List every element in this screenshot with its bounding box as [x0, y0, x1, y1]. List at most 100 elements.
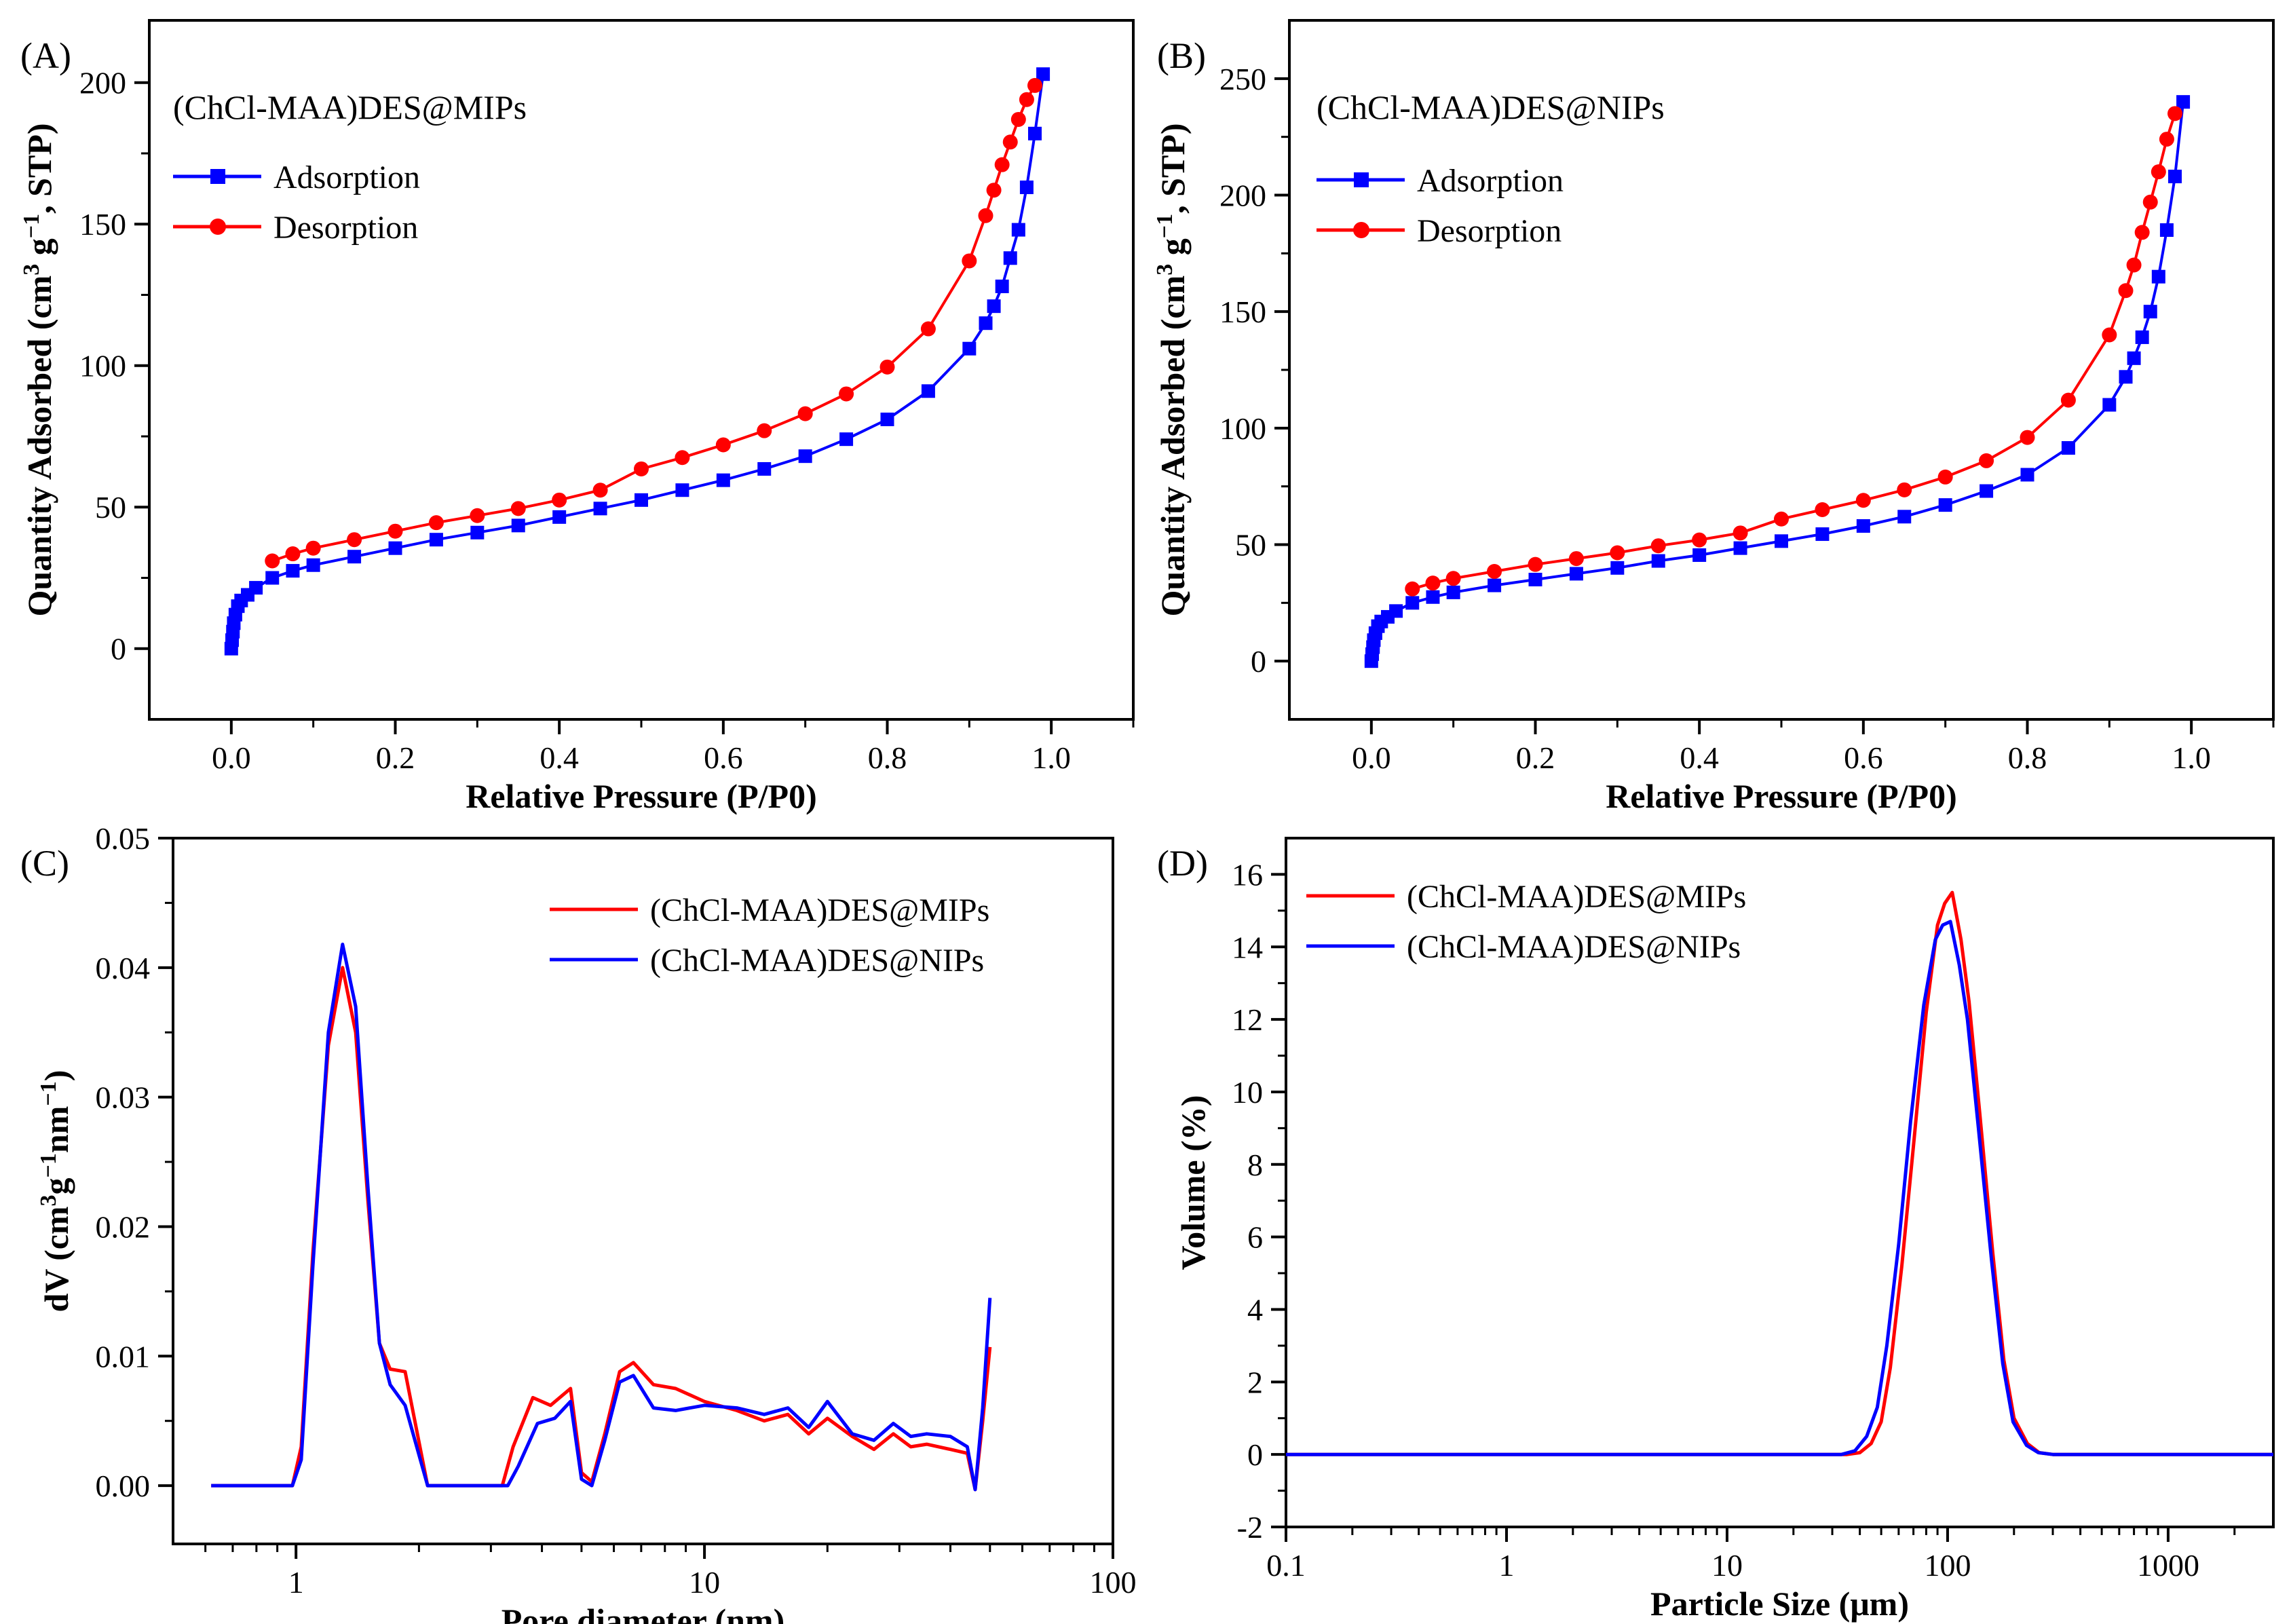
data-point: [347, 550, 362, 564]
data-point: [1815, 527, 1830, 542]
data-point: [962, 341, 977, 356]
x-tick-label: 0.2: [1516, 740, 1555, 775]
data-point: [1774, 511, 1789, 527]
data-point: [995, 279, 1009, 293]
data-point: [839, 432, 854, 447]
data-point: [1389, 604, 1403, 618]
data-point: [921, 384, 935, 398]
data-point: [2135, 330, 2149, 344]
y-axis-title-part: g: [20, 238, 58, 264]
x-tick-label: 0.0: [1352, 740, 1391, 775]
y-tick-label: 150: [1219, 295, 1266, 329]
data-point: [1610, 545, 1625, 561]
legend-label: (ChCl-MAA)DES@NIPs: [1407, 929, 1741, 965]
y-tick-label: 6: [1247, 1220, 1263, 1255]
data-point: [1010, 111, 1026, 127]
y-tick-label: 2: [1247, 1365, 1263, 1399]
data-point: [675, 483, 689, 497]
plot-frame: [1285, 837, 2275, 1528]
data-point: [305, 540, 321, 556]
series-line: [1286, 920, 2273, 1456]
data-point: [1979, 453, 1994, 468]
legend-label: Adsorption: [273, 159, 420, 195]
data-point: [1815, 502, 1830, 517]
data-point: [757, 423, 772, 438]
data-point: [1733, 541, 1747, 555]
data-point: [1027, 77, 1042, 93]
legend-label: Desorption: [273, 210, 418, 246]
x-tick-label: 1: [1498, 1548, 1514, 1583]
legend-label: (ChCl-MAA)DES@MIPs: [1407, 879, 1746, 915]
data-point: [1426, 590, 1440, 604]
data-point: [1897, 510, 1912, 524]
data-point: [1775, 534, 1788, 548]
data-point: [1692, 548, 1707, 562]
data-point: [920, 321, 936, 337]
data-point: [716, 473, 730, 487]
y-tick-label: 0: [1247, 1437, 1263, 1472]
data-point: [1938, 498, 1952, 512]
x-tick-label: 0.4: [1680, 740, 1719, 775]
y-tick-label: 0.00: [96, 1469, 151, 1503]
panel-label: (A): [20, 35, 71, 76]
data-point: [1856, 519, 1870, 533]
y-tick-label: 50: [1235, 528, 1266, 563]
x-tick-label: 10: [1711, 1548, 1743, 1583]
x-tick-label: 0.8: [2008, 740, 2047, 775]
data-point: [428, 515, 444, 531]
legend-label: Adsorption: [1417, 163, 1564, 199]
data-point: [2168, 170, 2182, 184]
legend-marker: [1353, 222, 1369, 238]
y-tick-label: 14: [1232, 930, 1263, 964]
series-line: [1286, 890, 2273, 1456]
data-point: [470, 508, 485, 523]
x-tick-label: 0.1: [1266, 1548, 1306, 1583]
data-point: [511, 518, 525, 533]
y-tick-label: 0: [1251, 644, 1266, 679]
data-point: [2167, 106, 2182, 121]
data-point: [387, 523, 403, 539]
y-axis-title-part: g: [37, 1177, 75, 1194]
x-tick-label: 1: [288, 1565, 304, 1600]
y-axis-title-part: Quantity Adsorbed (cm: [1154, 276, 1192, 617]
data-point: [2151, 269, 2165, 284]
x-axis-title: Pore diameter (nm): [501, 1602, 784, 1624]
x-tick-label: 1000: [2137, 1548, 2199, 1583]
x-axis-title: Particle Size (μm): [1650, 1585, 1909, 1623]
legend-marker: [1354, 172, 1369, 187]
x-axis-title: Relative Pressure (P/P0): [466, 777, 816, 815]
y-axis-title-part: 3: [36, 1194, 61, 1206]
y-tick-label: 0.04: [96, 951, 151, 985]
data-point: [1610, 561, 1625, 575]
data-point: [285, 546, 301, 562]
x-tick-label: 10: [689, 1565, 720, 1600]
data-point: [2134, 225, 2150, 240]
y-axis-title-part: nm: [37, 1106, 75, 1153]
data-point: [1487, 563, 1502, 579]
data-point: [2102, 398, 2117, 412]
data-point: [510, 501, 526, 516]
x-tick-label: 0.4: [539, 740, 579, 775]
y-axis-title-part: −1: [36, 1153, 61, 1177]
data-point: [978, 208, 993, 223]
data-point: [1003, 251, 1017, 265]
chart-title: (ChCl-MAA)DES@NIPs: [1317, 88, 1665, 126]
data-point: [986, 183, 1002, 198]
data-point: [1733, 525, 1748, 541]
y-axis-title: dV (cm3g−1nm−1): [36, 1070, 76, 1313]
y-tick-label: 100: [1219, 411, 1266, 446]
data-point: [2118, 283, 2134, 299]
y-tick-label: 250: [1219, 62, 1266, 96]
data-point: [715, 437, 731, 453]
data-point: [2061, 441, 2075, 455]
data-point: [2020, 468, 2034, 482]
y-tick-label: 0.02: [96, 1209, 151, 1244]
y-axis-title-part: −1: [1152, 214, 1177, 238]
panel-c: 1 10 100 0.00 0.01 0.02 0.03 0.04 0.05 Pore diame…: [20, 821, 1137, 1624]
x-tick-label: 0.6: [704, 740, 743, 775]
data-point: [2142, 194, 2158, 210]
x-axis-title: Relative Pressure (P/P0): [1606, 777, 1956, 815]
panel-label: (B): [1157, 35, 1206, 76]
data-point: [2102, 327, 2117, 343]
x-tick-label: 0.8: [868, 740, 907, 775]
